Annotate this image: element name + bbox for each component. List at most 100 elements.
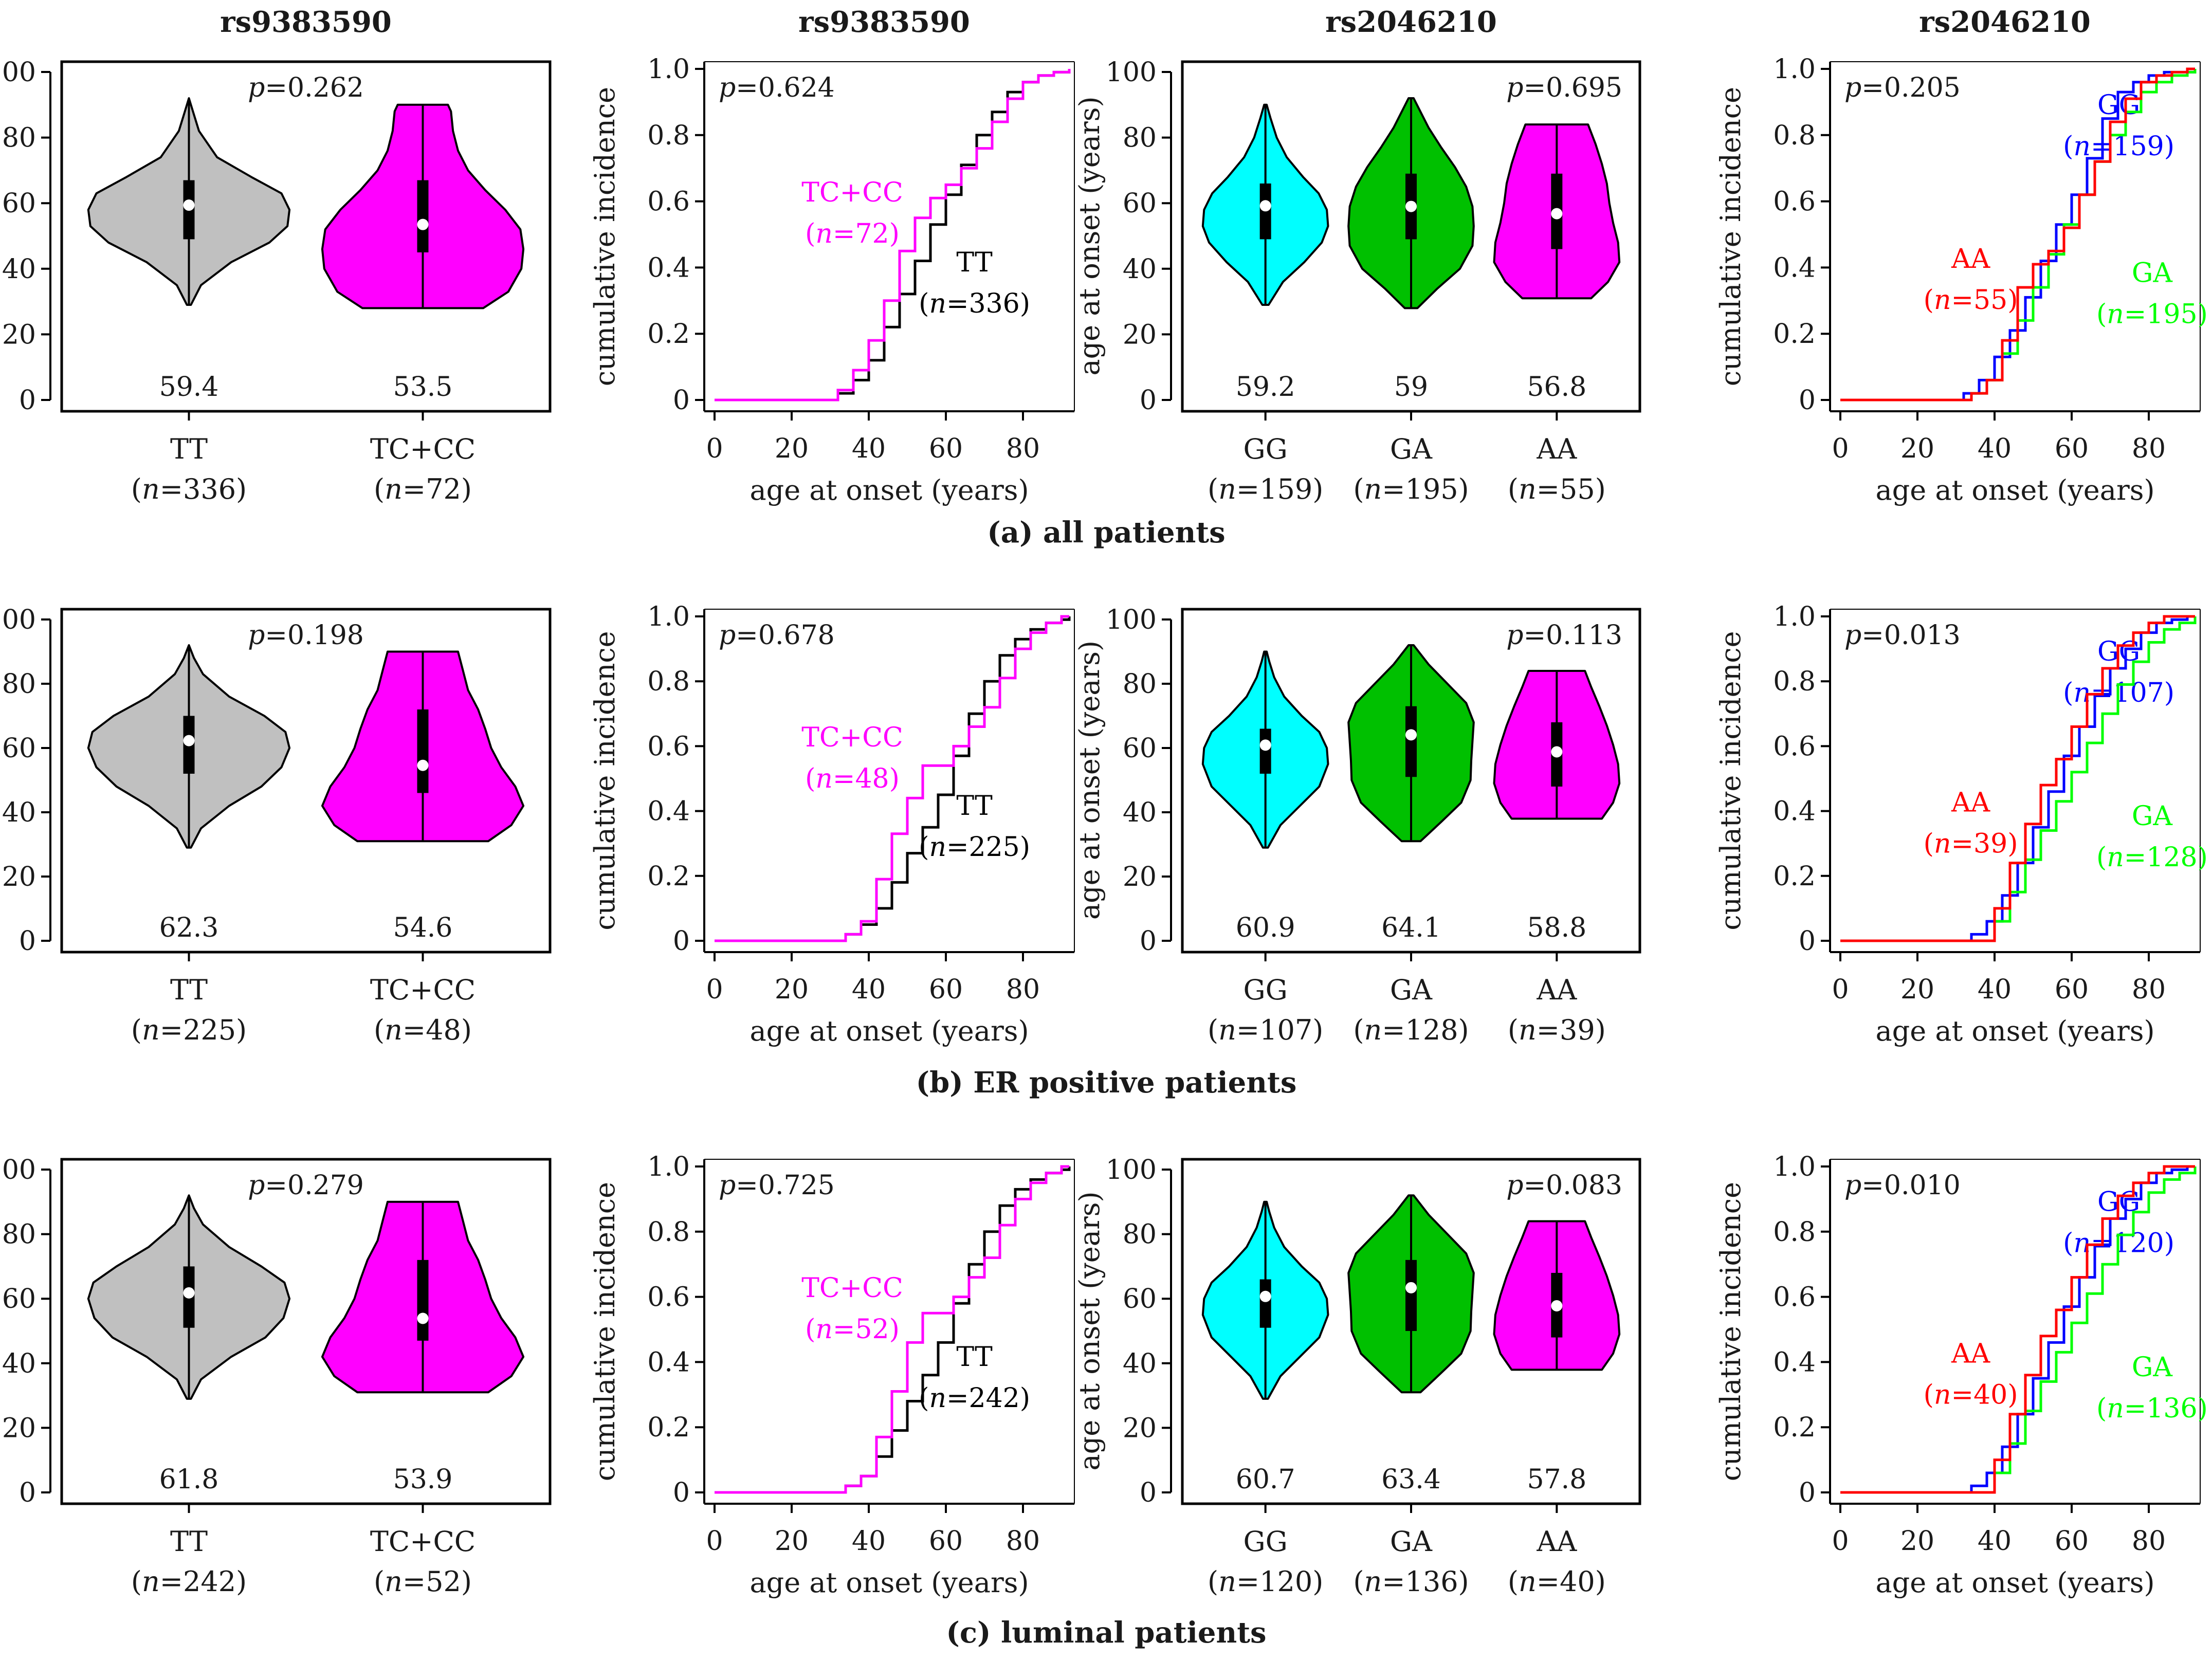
y-tick-label: 100: [1106, 1155, 1157, 1185]
group-label: AA: [1536, 433, 1577, 465]
step-curve-tt: [715, 616, 1071, 942]
step-curve-tccc: [715, 69, 1071, 402]
y-tick-label: 80: [2, 123, 36, 154]
y-tick-label: 40: [1123, 1348, 1157, 1379]
group-label: GG: [1244, 1525, 1288, 1558]
median-label: 57.8: [1527, 1464, 1586, 1495]
step-curve-gg: [1840, 615, 2195, 942]
group-n-label: (n=107): [1208, 1014, 1323, 1046]
median-point: [417, 1312, 429, 1324]
median-label: 53.5: [393, 372, 453, 403]
y-tick-label: 0: [19, 926, 36, 957]
y-axis-title: age at onset (years): [1073, 1191, 1106, 1470]
median-point: [1551, 746, 1563, 758]
y-tick-label: 0.4: [1773, 1347, 1816, 1378]
y-tick-label: 0.6: [647, 187, 690, 217]
cumulative-panel: 0 0.2 0.4 0.6 0.8 1.0 0 20 40 60 80 cumulative inci…: [589, 601, 1075, 1047]
row-caption: (b) ER positive patients: [916, 1066, 1297, 1100]
median-label: 62.3: [159, 913, 219, 943]
median-label: 61.8: [159, 1464, 219, 1495]
group-n-label: (n=39): [1508, 1014, 1606, 1046]
y-tick-label: 0.6: [647, 1282, 690, 1313]
row-caption: (c) luminal patients: [946, 1616, 1266, 1650]
y-tick-label: 0.4: [1773, 252, 1816, 283]
median-point: [1259, 200, 1271, 212]
y-tick-label: 100: [0, 605, 36, 635]
x-tick-label: 40: [1978, 433, 2012, 464]
x-tick-label: 80: [1006, 1526, 1040, 1557]
cumulative-panel: 0 0.2 0.4 0.6 0.8 1.0 0 20 40 60 80 cumulative inci…: [589, 54, 1075, 506]
column-title: rs2046210: [1325, 5, 1497, 39]
group-label: TT: [170, 974, 208, 1006]
series-label: TT: [956, 791, 993, 822]
series-label: TC+CC: [801, 1273, 903, 1304]
cumulative-panel: 0 0.2 0.4 0.6 0.8 1.0 0 20 40 60 80 cumulative inci…: [1714, 1152, 2208, 1599]
y-tick-label: 0: [1799, 385, 1816, 416]
y-tick-label: 100: [1106, 57, 1157, 88]
median-point: [1551, 1300, 1563, 1312]
y-tick-label: 60: [1123, 188, 1157, 219]
x-tick-label: 0: [1832, 433, 1849, 464]
x-tick-label: 20: [1900, 1526, 1934, 1557]
x-tick-label: 0: [706, 1526, 723, 1557]
y-tick-label: 0.6: [1773, 731, 1816, 762]
row-caption: (a) all patients: [987, 516, 1225, 550]
x-axis-title: age at onset (years): [1875, 474, 2154, 506]
x-tick-label: 60: [2055, 433, 2089, 464]
y-axis-title: cumulative incidence: [1714, 631, 1747, 930]
y-axis-title: age at onset (years): [1073, 641, 1106, 920]
y-tick-label: 80: [1123, 669, 1157, 700]
y-axis-title: cumulative incidence: [1714, 1182, 1747, 1481]
x-tick-label: 40: [852, 1526, 886, 1557]
x-tick-label: 0: [1832, 974, 1849, 1005]
median-point: [1259, 739, 1271, 751]
group-n-label: (n=55): [1508, 473, 1606, 505]
y-axis-title: cumulative incidence: [589, 1182, 621, 1481]
median-label: 54.6: [393, 913, 453, 943]
y-tick-label: 20: [2, 1413, 36, 1444]
y-tick-label: 1.0: [647, 1152, 690, 1182]
iqr-box: [417, 1260, 429, 1341]
p-value-label: p=0.279: [248, 1170, 364, 1201]
y-tick-label: 0: [1140, 1478, 1157, 1508]
group-label: GG: [1244, 433, 1288, 465]
x-tick-label: 20: [775, 433, 809, 464]
group-n-label: (n=72): [374, 473, 472, 505]
step-curve-ga: [1840, 69, 2197, 402]
x-tick-label: 80: [2132, 433, 2166, 464]
y-tick-label: 0.8: [647, 120, 690, 151]
median-label: 58.8: [1527, 913, 1586, 943]
step-curve-tccc: [715, 615, 1069, 942]
y-tick-label: 80: [2, 1219, 36, 1250]
y-tick-label: 20: [1123, 1413, 1157, 1444]
group-label: TT: [170, 433, 208, 465]
cumulative-panel: 0 0.2 0.4 0.6 0.8 1.0 0 20 40 60 80 cumulative inci…: [1714, 54, 2208, 506]
y-tick-label: 40: [2, 797, 36, 828]
series-n-label: (n=55): [1924, 285, 2018, 316]
group-n-label: (n=40): [1508, 1565, 1606, 1598]
group-n-label: (n=52): [374, 1565, 472, 1598]
series-label: TT: [956, 1342, 993, 1373]
y-tick-label: 0.4: [647, 796, 690, 827]
series-label: GG: [2097, 90, 2140, 121]
y-tick-label: 40: [2, 254, 36, 285]
column-title: rs9383590: [220, 5, 392, 39]
y-tick-label: 0: [19, 385, 36, 416]
plot-frame: [60, 1158, 552, 1505]
y-tick-label: 0.4: [647, 252, 690, 283]
y-tick-label: 40: [1123, 254, 1157, 285]
group-n-label: (n=159): [1208, 473, 1323, 505]
x-tick-label: 20: [1900, 433, 1934, 464]
group-label: TC+CC: [370, 433, 476, 465]
group-n-label: (n=120): [1208, 1565, 1323, 1598]
group-label: GA: [1390, 974, 1433, 1006]
y-tick-label: 1.0: [1773, 1152, 1816, 1182]
x-tick-label: 0: [706, 433, 723, 464]
series-label: TT: [956, 247, 993, 278]
median-label: 59.4: [159, 372, 219, 403]
step-curve-aa: [1840, 1165, 2195, 1494]
p-value-label: p=0.083: [1506, 1170, 1622, 1201]
median-label: 56.8: [1527, 372, 1586, 403]
